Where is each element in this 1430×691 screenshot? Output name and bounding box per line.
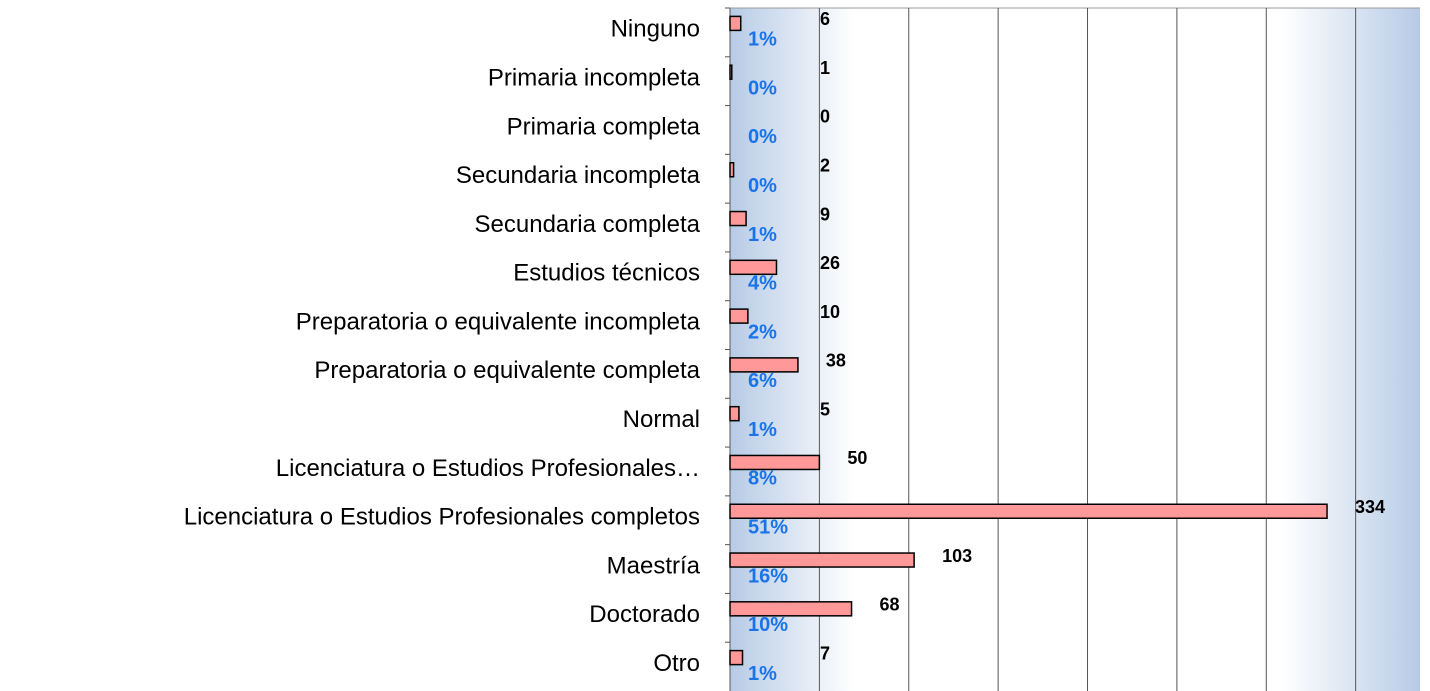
percent-label: 1% [748, 663, 777, 685]
bar [729, 503, 1328, 519]
bar [729, 405, 740, 422]
bar [729, 454, 821, 471]
percent-label: 16% [748, 565, 788, 587]
percent-label: 10% [748, 614, 788, 636]
percent-label: 0% [748, 126, 777, 148]
value-label: 5 [820, 399, 830, 419]
plot-area [730, 8, 1420, 691]
bar [729, 210, 747, 227]
percent-label: 1% [748, 29, 777, 51]
value-label: 1 [820, 58, 830, 78]
category-label: Licenciatura o Estudios Profesionales co… [184, 504, 700, 531]
value-label: 10 [820, 302, 840, 322]
percent-label: 4% [748, 273, 777, 295]
percent-label: 0% [748, 175, 777, 197]
category-label: Doctorado [589, 601, 700, 628]
percent-label: 51% [748, 517, 788, 539]
bar [729, 649, 744, 666]
value-label: 6 [820, 9, 830, 29]
bar [729, 162, 735, 178]
category-label: Normal [623, 406, 700, 433]
bar [729, 15, 742, 32]
category-label: Maestría [607, 552, 701, 579]
percent-label: 1% [748, 224, 777, 246]
category-label: Preparatoria o equivalente completa [314, 357, 700, 384]
category-label: Primaria incompleta [488, 65, 701, 92]
category-label: Primaria completa [507, 113, 701, 140]
category-label: Ninguno [611, 16, 700, 43]
bar [729, 601, 853, 617]
bar [729, 308, 749, 324]
value-label: 26 [820, 253, 840, 273]
value-label: 50 [847, 448, 867, 468]
value-label: 68 [880, 595, 900, 615]
value-label: 0 [820, 107, 830, 127]
value-label: 334 [1355, 497, 1385, 517]
category-label: Licenciatura o Estudios Profesionales… [276, 455, 700, 482]
category-label: Preparatoria o equivalente incompleta [296, 308, 701, 335]
bar [729, 357, 799, 373]
bar [729, 552, 915, 568]
category-label: Secundaria completa [475, 211, 701, 238]
category-label: Secundaria incompleta [456, 162, 701, 189]
percent-label: 6% [748, 370, 777, 392]
value-label: 2 [820, 156, 830, 176]
bar [729, 259, 778, 276]
value-label: 9 [820, 204, 830, 224]
percent-label: 2% [748, 321, 777, 343]
value-label: 38 [826, 351, 846, 371]
value-label: 103 [942, 546, 972, 566]
category-label: Otro [653, 650, 700, 677]
percent-label: 8% [748, 468, 777, 490]
percent-label: 0% [748, 77, 777, 99]
value-label: 7 [820, 643, 830, 663]
category-label: Estudios técnicos [513, 260, 700, 287]
bar [729, 64, 733, 80]
percent-label: 1% [748, 419, 777, 441]
